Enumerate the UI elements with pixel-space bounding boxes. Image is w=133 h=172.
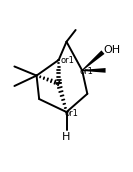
Text: OH: OH <box>104 45 121 55</box>
Polygon shape <box>82 50 105 71</box>
Polygon shape <box>82 68 106 73</box>
Text: or1: or1 <box>65 110 78 119</box>
Text: H: H <box>62 132 71 142</box>
Text: or1: or1 <box>61 56 74 65</box>
Text: or1: or1 <box>80 67 93 76</box>
